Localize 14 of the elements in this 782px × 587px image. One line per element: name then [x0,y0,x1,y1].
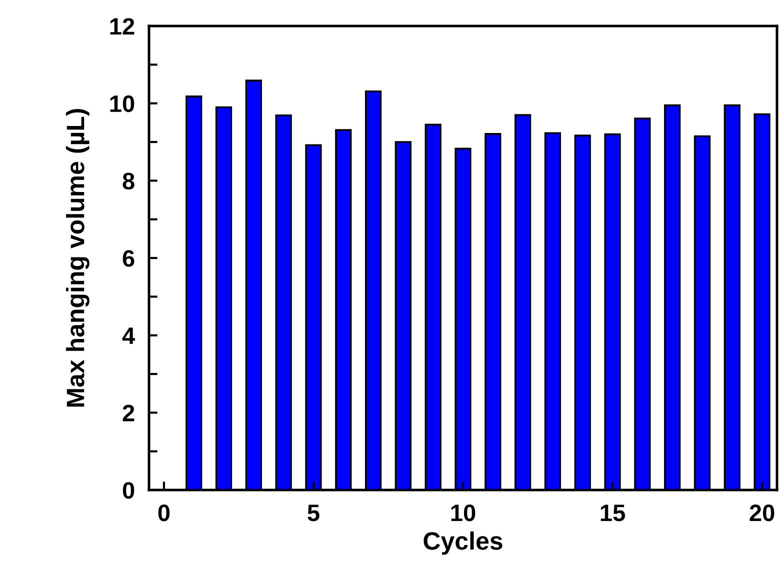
x-axis-title: Cycles [424,531,502,555]
y-tick-label: 0 [122,482,134,499]
y-tick-label: 6 [122,250,134,267]
x-tick-label: 15 [600,504,625,522]
y-tick-label: 10 [110,95,134,112]
y-axis-title: Max hanging volume (µL) [66,108,90,407]
x-tick-label: 5 [308,504,320,522]
y-tick-label: 2 [122,404,134,422]
x-tick-label: 0 [158,504,170,522]
y-tick-label: 8 [122,172,134,190]
y-tick-label: 4 [122,328,135,344]
y-tick-label: 12 [110,18,134,35]
x-tick-label: 10 [451,504,476,522]
x-tick-label: 20 [750,504,774,522]
